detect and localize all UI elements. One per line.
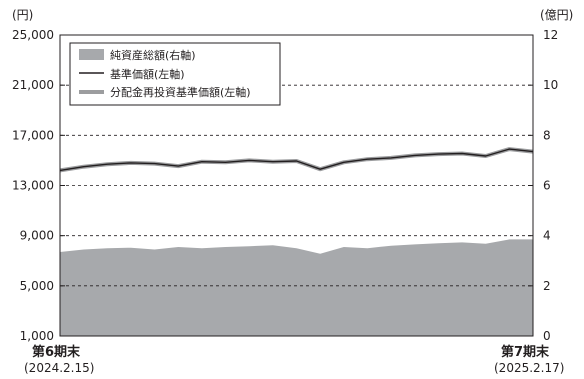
right-axis-tick-label: 4 bbox=[543, 229, 551, 243]
left-axis-tick-label: 9,000 bbox=[20, 229, 54, 243]
right-axis-unit: (億円) bbox=[540, 8, 573, 22]
left-axis-tick-label: 5,000 bbox=[20, 279, 54, 293]
legend-swatch-net-assets bbox=[79, 49, 104, 60]
x-label-start-period: 第6期末 bbox=[32, 344, 81, 360]
right-axis-tick-label: 6 bbox=[543, 179, 551, 193]
left-axis-tick-label: 25,000 bbox=[12, 28, 54, 42]
tick-layer: 25,000 21,000 17,000 13,000 9,000 5,000 1,000 1… bbox=[12, 28, 558, 343]
left-axis-tick-label: 17,000 bbox=[12, 128, 54, 142]
right-axis-tick-label: 12 bbox=[543, 28, 558, 42]
left-axis-tick-label: 21,000 bbox=[12, 78, 54, 92]
right-axis-tick-label: 0 bbox=[543, 329, 551, 343]
legend-box bbox=[69, 42, 281, 106]
right-axis-tick-label: 10 bbox=[543, 78, 558, 92]
legend-label-nav: 基準価額(左軸) bbox=[110, 67, 185, 81]
line-layer bbox=[59, 147, 534, 173]
net-assets-area bbox=[60, 239, 533, 336]
right-axis-tick-label: 2 bbox=[543, 279, 551, 293]
left-axis-unit: (円) bbox=[12, 8, 33, 22]
nav-line bbox=[59, 148, 534, 172]
reinvested-nav-line bbox=[59, 147, 534, 173]
legend: 純資産総額(右軸) 基準価額(左軸) 分配金再投資基準価額(左軸) bbox=[69, 42, 281, 106]
net-assets-area-layer bbox=[60, 239, 533, 336]
legend-label-net-assets: 純資産総額(右軸) bbox=[110, 48, 196, 62]
x-label-start-date: (2024.2.15) bbox=[24, 361, 94, 375]
left-axis-tick-label: 1,000 bbox=[20, 329, 54, 343]
left-axis-tick-label: 13,000 bbox=[12, 179, 54, 193]
right-axis-tick-label: 8 bbox=[543, 128, 551, 142]
x-label-end-period: 第7期末 bbox=[501, 344, 550, 360]
x-label-end-date: (2025.2.17) bbox=[494, 361, 564, 375]
legend-label-reinvested-nav: 分配金再投資基準価額(左軸) bbox=[110, 85, 251, 99]
